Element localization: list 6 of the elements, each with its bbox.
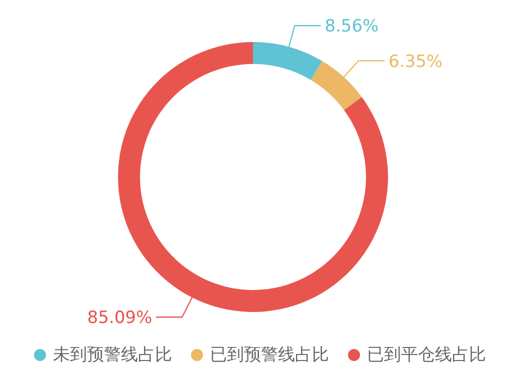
legend-label: 已到预警线占比 [209, 344, 329, 366]
data-label: 85.09% [87, 308, 152, 328]
data-label: 8.56% [324, 16, 379, 37]
legend-label: 未到预警线占比 [52, 344, 172, 366]
legend-label: 已到平仓线占比 [366, 344, 486, 366]
data-label: 6.35% [388, 52, 443, 72]
